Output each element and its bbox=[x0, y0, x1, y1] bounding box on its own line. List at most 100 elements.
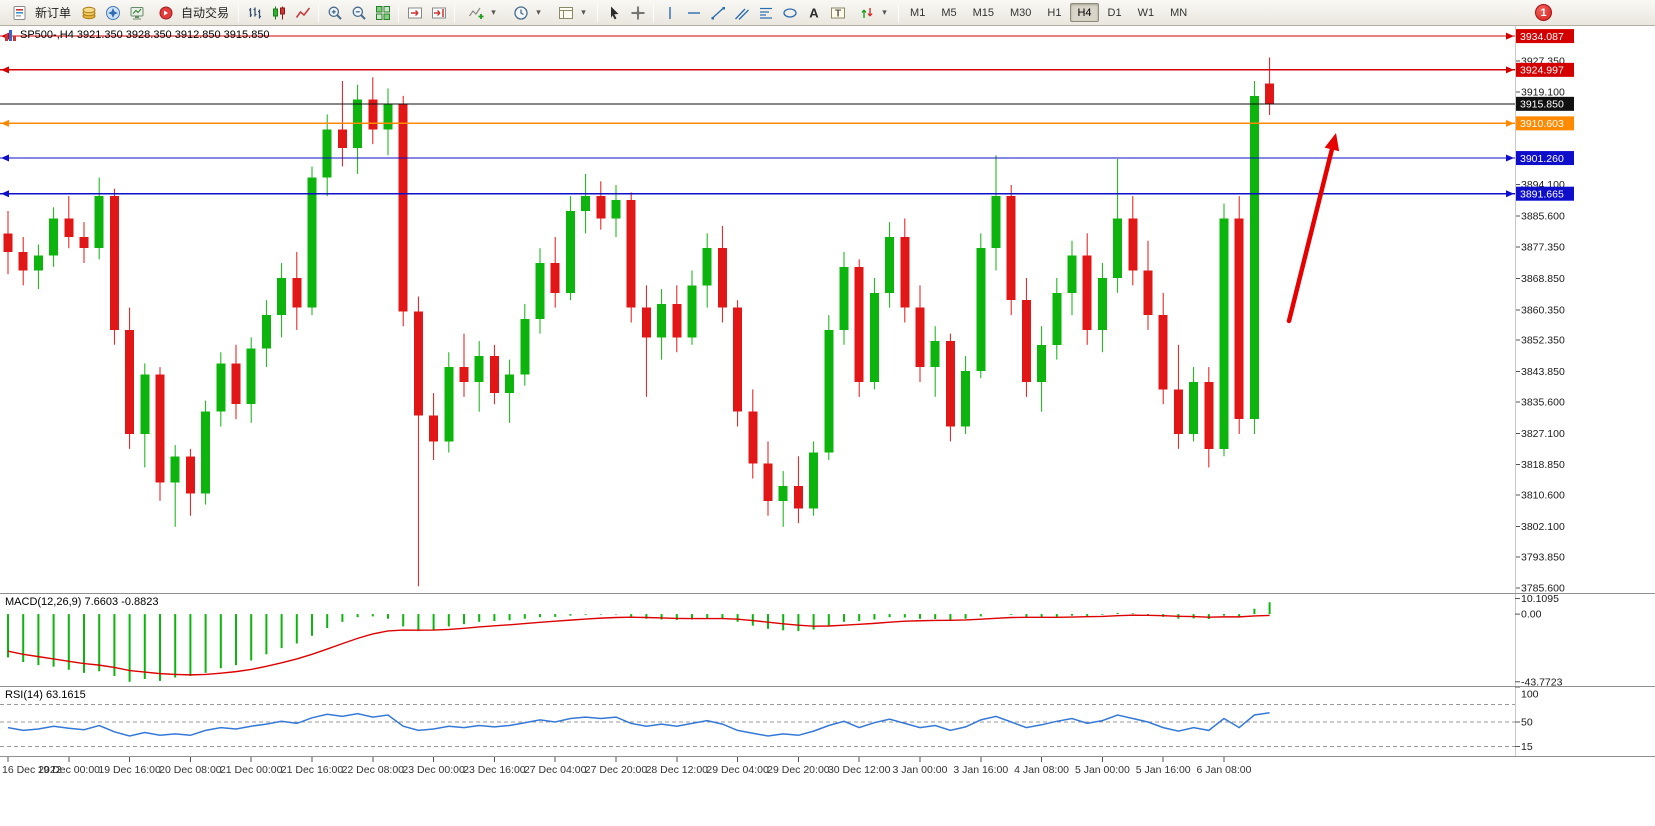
cursor-button[interactable] bbox=[602, 2, 625, 24]
price-axis-label: 3919.100 bbox=[1521, 86, 1565, 98]
crosshair-icon bbox=[631, 6, 645, 19]
time-axis-label: 5 Jan 16:00 bbox=[1136, 764, 1191, 776]
price-axis-label: 3793.850 bbox=[1521, 552, 1565, 564]
timeframe-button-h4[interactable]: H4 bbox=[1070, 3, 1099, 22]
candle bbox=[1128, 218, 1138, 271]
timeframe-button-m1[interactable]: M1 bbox=[910, 6, 926, 19]
time-axis-label: 30 Dec 12:00 bbox=[828, 764, 891, 776]
price-label-text: 3891.665 bbox=[1520, 189, 1564, 201]
time-axis-label: 3 Jan 00:00 bbox=[893, 764, 948, 776]
toolbar-separator bbox=[597, 3, 599, 22]
line-end-marker bbox=[1, 190, 9, 198]
candle bbox=[869, 292, 879, 382]
template-icon bbox=[554, 2, 577, 24]
fibonacci-tool[interactable] bbox=[754, 2, 777, 24]
candle bbox=[1234, 218, 1244, 420]
candle bbox=[596, 196, 606, 219]
candle bbox=[778, 485, 788, 501]
new-order-label: 新订单 bbox=[35, 6, 72, 20]
candle bbox=[520, 318, 530, 375]
notification-badge[interactable]: 1 bbox=[1535, 4, 1552, 21]
auto-scroll-button[interactable] bbox=[403, 2, 426, 24]
price-label-text: 3915.850 bbox=[1520, 99, 1564, 111]
candle bbox=[687, 285, 697, 338]
navigator-button[interactable] bbox=[101, 2, 124, 24]
line-end-marker bbox=[1506, 119, 1514, 127]
text-tool[interactable]: A bbox=[802, 2, 825, 24]
horizontal-line-tool[interactable] bbox=[682, 2, 705, 24]
candle bbox=[322, 129, 332, 178]
text-a-icon: A bbox=[809, 5, 819, 20]
toolbar-separator bbox=[238, 3, 240, 22]
navigator-icon bbox=[105, 5, 120, 20]
chart-canvas[interactable]: 3927.3503919.1003894.1003885.6003877.350… bbox=[0, 26, 1655, 826]
candle bbox=[413, 311, 423, 416]
bar-chart-button[interactable] bbox=[243, 2, 266, 24]
price-axis-label: 3835.600 bbox=[1521, 397, 1565, 409]
dropdown-arrow-icon[interactable]: ▾ bbox=[491, 7, 496, 17]
auto-trading-icon bbox=[154, 2, 177, 24]
arrows-tool[interactable]: ▾ bbox=[850, 2, 894, 24]
candle bbox=[793, 485, 803, 509]
candle bbox=[1219, 218, 1229, 449]
candle bbox=[246, 348, 256, 405]
candle bbox=[565, 211, 575, 293]
zoom-in-button[interactable] bbox=[323, 2, 346, 24]
candle bbox=[337, 129, 347, 148]
time-axis-label: 19 Dec 16:00 bbox=[98, 764, 161, 776]
timeframe-button-m5[interactable]: M5 bbox=[941, 6, 957, 19]
time-axis-label: 16 Dec 2022 bbox=[2, 764, 62, 776]
candle bbox=[18, 251, 28, 271]
chart-shift-icon bbox=[431, 7, 446, 18]
time-axis-label: 21 Dec 16:00 bbox=[281, 764, 344, 776]
tile-windows-button[interactable] bbox=[371, 2, 394, 24]
indicators-icon bbox=[464, 2, 487, 24]
price-label-box bbox=[1516, 96, 1574, 111]
trendline-tool[interactable] bbox=[706, 2, 729, 24]
crosshair-button[interactable] bbox=[626, 2, 649, 24]
terminal-button[interactable] bbox=[125, 2, 148, 24]
timeframe-button-w1[interactable]: W1 bbox=[1137, 6, 1155, 19]
line-chart-button[interactable] bbox=[291, 2, 314, 24]
candle bbox=[763, 463, 773, 501]
price-label-text: 3910.603 bbox=[1520, 118, 1564, 130]
price-axis-label: 3868.850 bbox=[1521, 273, 1565, 285]
candle bbox=[581, 196, 591, 212]
price-axis-label: 3785.600 bbox=[1521, 582, 1565, 594]
new-order-icon bbox=[8, 2, 31, 24]
timeframe-button-mn[interactable]: MN bbox=[1170, 6, 1188, 19]
trend-arrow[interactable] bbox=[1286, 147, 1335, 324]
periods-button[interactable]: ▾ bbox=[504, 2, 548, 24]
candle bbox=[945, 341, 955, 427]
dropdown-arrow-icon[interactable]: ▾ bbox=[882, 7, 887, 17]
candle bbox=[140, 374, 150, 434]
timeframe-button-h1[interactable]: H1 bbox=[1047, 6, 1062, 19]
price-axis-label: 3885.600 bbox=[1521, 211, 1565, 223]
new-order-button[interactable]: 新订单 bbox=[3, 2, 76, 24]
text-label-tool[interactable]: T bbox=[826, 2, 849, 24]
templates-button[interactable]: ▾ bbox=[549, 2, 593, 24]
timeframe-button-m30[interactable]: M30 bbox=[1010, 6, 1032, 19]
indicators-button[interactable]: ▾ bbox=[459, 2, 503, 24]
candle bbox=[261, 315, 271, 349]
candle bbox=[839, 266, 849, 330]
time-axis-label: 23 Dec 16:00 bbox=[463, 764, 526, 776]
channel-tool[interactable] bbox=[730, 2, 753, 24]
auto-trading-button[interactable]: 自动交易 bbox=[149, 2, 234, 24]
vertical-line-tool[interactable] bbox=[658, 2, 681, 24]
shapes-tool[interactable] bbox=[778, 2, 801, 24]
zoom-out-button[interactable] bbox=[347, 2, 370, 24]
dropdown-arrow-icon[interactable]: ▾ bbox=[581, 7, 586, 17]
time-axis-label: 22 Dec 08:00 bbox=[342, 764, 405, 776]
chart-shift-button[interactable] bbox=[427, 2, 450, 24]
timeframe-button-m15[interactable]: M15 bbox=[972, 6, 994, 19]
candle bbox=[748, 411, 758, 464]
dropdown-arrow-icon[interactable]: ▾ bbox=[536, 7, 541, 17]
candlestick-chart-button[interactable] bbox=[267, 2, 290, 24]
timeframe-button-d1[interactable]: D1 bbox=[1107, 6, 1122, 19]
candle bbox=[277, 277, 287, 316]
market-watch-button[interactable] bbox=[77, 2, 100, 24]
price-label-text: 3924.997 bbox=[1520, 65, 1564, 77]
candle bbox=[231, 363, 241, 405]
candle bbox=[109, 196, 119, 330]
